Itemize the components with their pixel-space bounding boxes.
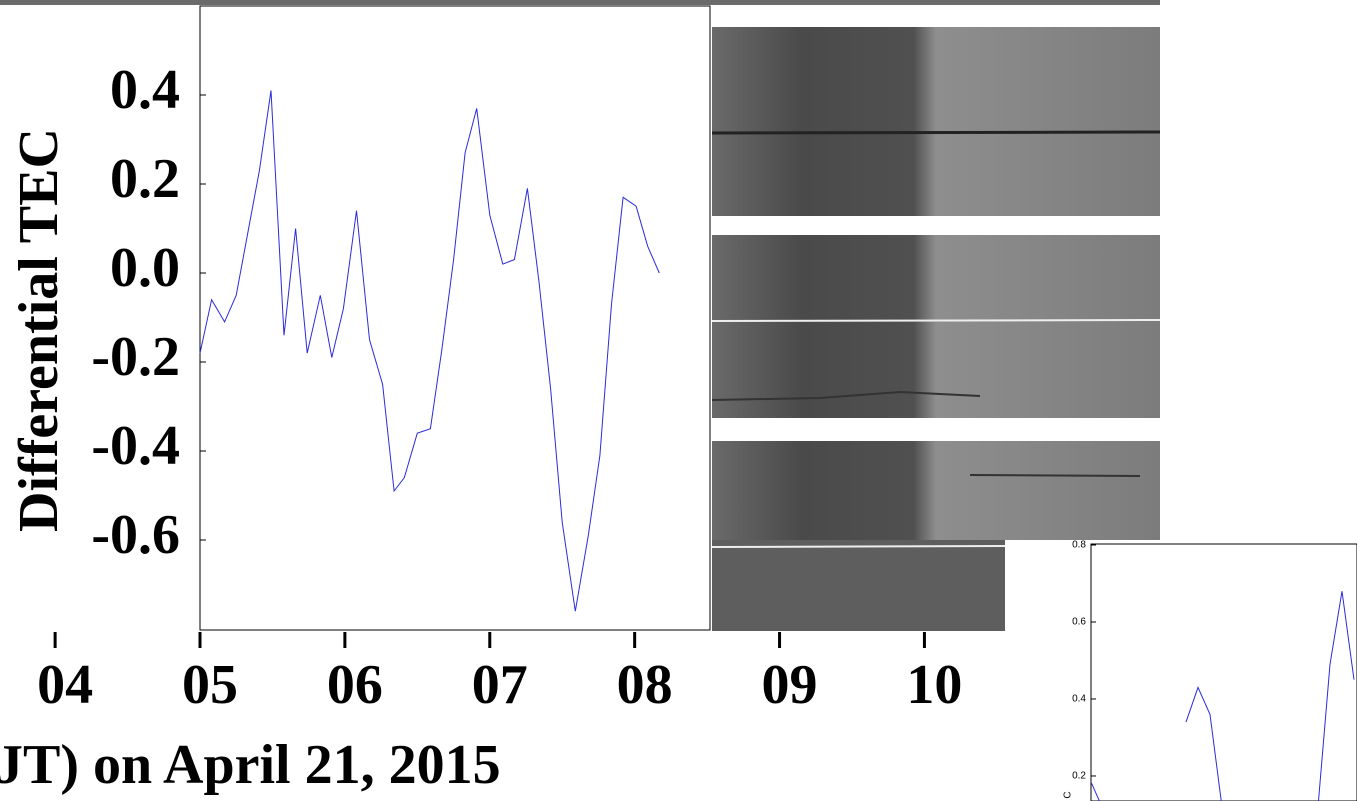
panel (712, 27, 1160, 216)
y-tick-label: 0.4 (1072, 694, 1086, 705)
y-axis-label: Differential TEC (8, 128, 70, 532)
trace (969, 474, 1141, 477)
y-tick-label: 0.2 (1072, 771, 1086, 782)
y-tick-label: 0.0 (110, 237, 180, 299)
x-tick-label: 09 (762, 654, 818, 716)
plot-area (199, 5, 711, 631)
x-tick-label: 10 (906, 654, 962, 716)
data-line (199, 90, 660, 612)
trace (711, 390, 981, 401)
x-tick-label: 06 (327, 654, 383, 716)
trace (711, 319, 1161, 322)
panel (712, 235, 1160, 418)
y-tick-label: 0.2 (110, 148, 180, 210)
y-axis-label: C (1063, 791, 1074, 798)
y-tick-label: -0.2 (91, 326, 180, 388)
panel (712, 441, 1160, 540)
x-tick-label: 04 (37, 654, 93, 716)
y-tick-label: 0.4 (110, 59, 180, 121)
y-tick-label: 0.8 (1072, 540, 1086, 551)
x-axis-label: JT) on April 21, 2015 (0, 734, 501, 796)
x-tick-label: 05 (182, 654, 238, 716)
data-line (1091, 591, 1355, 801)
top-strip (0, 0, 1160, 5)
y-tick-label: -0.4 (91, 415, 180, 477)
plot-area (1090, 543, 1357, 801)
x-tick-label: 07 (472, 654, 528, 716)
plot-clip (1091, 591, 1355, 801)
image-panels (711, 27, 1161, 631)
trace (711, 545, 1006, 548)
y-tick-label: 0.6 (1072, 617, 1086, 628)
panel (712, 540, 1005, 631)
trace (711, 130, 1161, 135)
y-tick-label: -0.6 (91, 504, 180, 566)
x-tick-label: 08 (617, 654, 673, 716)
